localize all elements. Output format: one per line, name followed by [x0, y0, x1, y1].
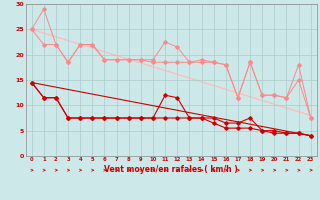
X-axis label: Vent moyen/en rafales ( km/h ): Vent moyen/en rafales ( km/h ) [104, 165, 238, 174]
